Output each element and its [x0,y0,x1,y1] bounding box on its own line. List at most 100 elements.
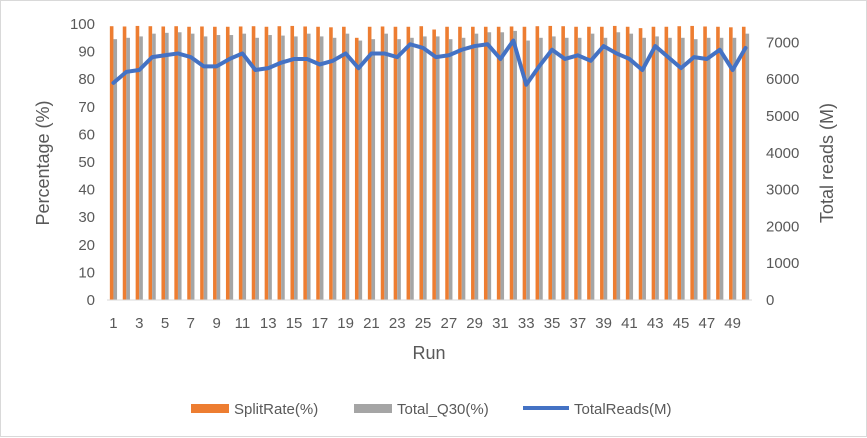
x-tick-label: 9 [212,315,220,332]
splitrate-bar [367,26,372,300]
left-tick-label: 70 [78,99,95,116]
splitrate-bar [277,26,282,301]
legend: SplitRate(%) Total_Q30(%) TotalReads(M) [191,401,672,418]
splitrate-bar [716,26,720,300]
x-tick-label: 45 [673,315,690,332]
right-tick-label: 6000 [766,71,799,88]
splitrate-bar [638,28,643,300]
x-tick-label: 15 [286,315,303,332]
total-q30-bar [410,37,414,301]
left-tick-label: 80 [78,71,95,88]
splitrate-bar [522,26,527,300]
splitrate-bar [354,37,359,301]
total-q30-bar [423,36,427,301]
total-q30-bar [564,37,569,301]
legend-swatch-splitrate [191,404,229,413]
x-tick-label: 31 [492,315,509,332]
bars-group [109,25,750,301]
total-q30-bar [487,32,492,300]
splitrate-bar [329,27,333,301]
total-q30-bar [693,39,698,301]
x-tick-label: 47 [699,315,716,332]
total-q30-bar [539,37,543,301]
splitrate-bar [303,26,307,300]
total-q30-bar [642,37,646,301]
left-tick-label: 0 [87,292,95,309]
total-q30-bar [655,36,659,301]
total-q30-bar [268,35,272,300]
splitrate-bar [419,26,424,301]
splitrate-bar [677,26,682,301]
total-reads-line [111,38,748,87]
total-q30-bar [216,35,221,300]
splitrate-bar [496,26,501,300]
total-q30-bar [526,40,530,301]
splitrate-bar [290,25,295,301]
total-q30-bar [719,37,724,301]
left-tick-label: 60 [78,126,95,143]
x-axis-title: Run [412,343,445,363]
right-tick-label: 3000 [766,182,799,199]
total-q30-bar [113,39,118,301]
splitrate-bar [251,26,256,301]
total-q30-bar [358,40,363,301]
splitrate-bar [574,26,578,300]
total-q30-bar [616,32,621,300]
splitrate-bar [200,26,204,300]
right-tick-label: 4000 [766,145,799,162]
splitrate-bar [458,26,462,300]
splitrate-bar [264,26,269,300]
splitrate-bar [561,26,565,301]
left-tick-label: 90 [78,44,95,61]
y2-axis-title: Total reads (M) [817,103,837,223]
splitrate-bar [600,26,604,300]
total-q30-bar [706,37,711,301]
splitrate-bar [225,26,230,300]
total-q30-bar [177,32,182,300]
total-q30-bar [745,33,750,300]
total-q30-bar [732,37,737,301]
total-q30-bar [513,30,517,301]
left-tick-label: 50 [78,154,95,171]
total-q30-bar [629,33,634,300]
splitrate-bar [406,26,411,300]
x-tick-label: 13 [260,315,277,332]
splitrate-bar [690,25,694,301]
x-tick-label: 25 [415,315,432,332]
total-q30-bar [332,37,337,301]
splitrate-bar [122,26,127,300]
total-q30-bar [397,39,401,301]
splitrate-bar [174,26,178,301]
splitrate-bar [213,26,217,300]
x-tick-label: 49 [724,315,741,332]
x-tick-label: 27 [441,315,458,332]
left-tick-label: 20 [78,237,95,254]
x-tick-label: 21 [363,315,380,332]
splitrate-bar [612,25,617,301]
total-q30-bar [552,36,556,301]
legend-swatch-total-q30 [354,404,392,413]
total-q30-bar [461,37,466,301]
total-q30-bar [306,33,311,300]
splitrate-bar [187,26,191,300]
total-q30-bar [294,36,298,301]
splitrate-bar [238,26,243,300]
splitrate-bar [342,26,346,300]
splitrate-bar [729,27,733,301]
splitrate-bar [471,26,475,300]
x-tick-label: 3 [135,315,143,332]
x-tick-label: 11 [235,315,251,332]
right-axis-ticks: 0 1000 2000 3000 4000 5000 6000 7000 [766,34,799,309]
right-tick-label: 5000 [766,108,799,125]
total-q30-bar [384,33,388,300]
splitrate-bar [161,26,166,300]
splitrate-bar [316,26,320,300]
splitrate-bar [483,26,488,300]
splitrate-bar [703,26,707,300]
total-q30-bar [500,32,505,300]
total-q30-bar [165,32,169,300]
x-tick-label: 35 [544,315,561,332]
total-q30-bar [152,33,156,300]
total-q30-bar [345,33,350,300]
splitrate-bar [380,26,385,300]
